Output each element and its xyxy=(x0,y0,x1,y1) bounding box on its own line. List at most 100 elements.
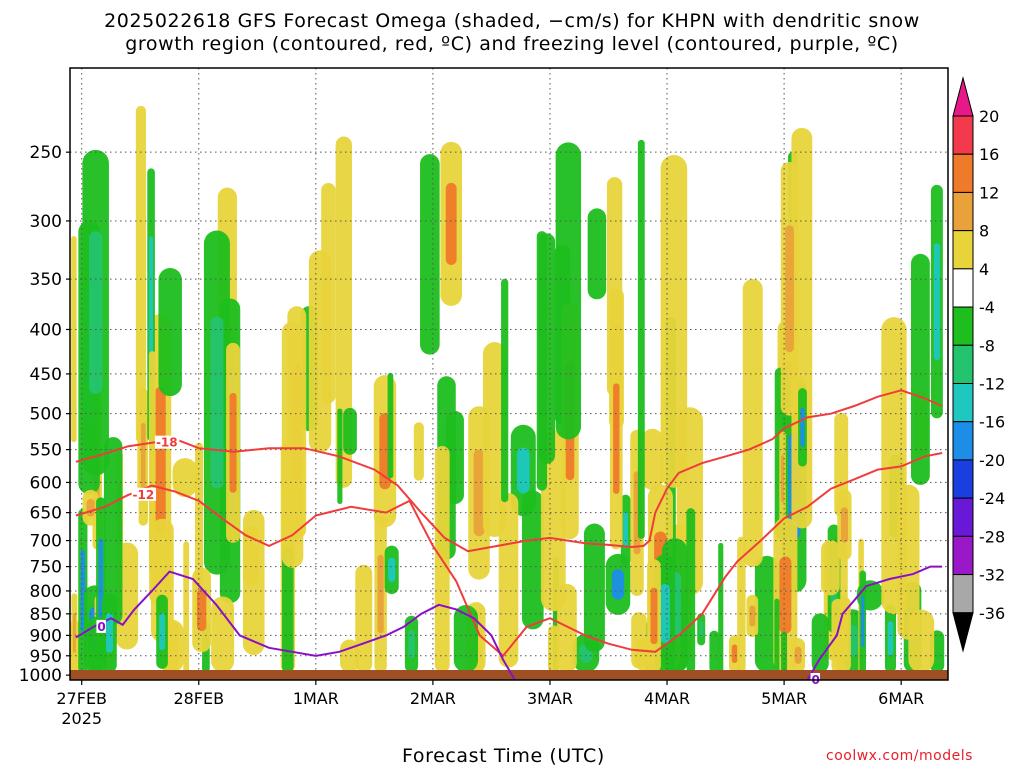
omega-cell-negative xyxy=(709,630,719,673)
colorbar-label: 20 xyxy=(979,107,999,126)
omega-cell-positive xyxy=(498,493,519,668)
contour-line xyxy=(75,452,943,658)
omega-cell-positive xyxy=(540,430,566,612)
omega-core-negative xyxy=(105,613,114,653)
colorbar-label: 4 xyxy=(979,260,989,279)
colorbar-swatch xyxy=(952,574,974,614)
chart-title-line-2: growth region (contoured, red, ºC) and f… xyxy=(125,33,899,55)
omega-cell-negative xyxy=(774,598,780,673)
omega-cell-positive xyxy=(660,154,688,488)
colorbar-label: -4 xyxy=(979,298,995,317)
contour-label: -18 xyxy=(156,436,178,450)
colorbar-swatch xyxy=(952,421,974,461)
omega-cell-positive xyxy=(737,536,746,673)
y-tick-label: 900 xyxy=(30,626,62,646)
omega-core-positive xyxy=(229,392,237,493)
omega-core-negative xyxy=(408,629,415,659)
omega-cell-negative xyxy=(521,490,544,630)
colorbar-label: -12 xyxy=(979,375,1005,394)
omega-cell-positive xyxy=(831,598,845,673)
colorbar-swatch xyxy=(952,344,974,384)
omega-core-positive xyxy=(779,556,792,634)
colorbar-label: -8 xyxy=(979,336,995,355)
omega-core-positive xyxy=(196,588,207,632)
omega-core-negative xyxy=(861,596,865,647)
x-tick-year-label: 2025 xyxy=(61,709,102,728)
omega-cell-positive xyxy=(742,278,763,568)
omega-cell-positive xyxy=(908,609,935,673)
colorbar-swatch xyxy=(952,268,974,308)
omega-core-positive xyxy=(780,455,785,503)
omega-core-positive xyxy=(377,554,384,634)
omega-cell-negative xyxy=(637,139,645,539)
colorbar-label: 8 xyxy=(979,222,989,241)
colorbar-swatch xyxy=(952,459,974,499)
omega-cell-positive xyxy=(172,458,198,498)
omega-core-negative xyxy=(933,243,940,361)
omega-cell-positive xyxy=(335,136,352,488)
omega-core-positive xyxy=(794,646,802,664)
omega-cell-negative xyxy=(536,231,548,491)
contour-label: 0 xyxy=(97,620,105,634)
contour-label-bg xyxy=(131,487,157,501)
x-tick-label: 28FEB xyxy=(173,689,224,708)
omega-cell-positive xyxy=(340,639,359,673)
contour-label: -12 xyxy=(133,488,155,502)
contour-line xyxy=(75,389,943,553)
colorbar-swatch xyxy=(952,230,974,270)
omega-cell-negative xyxy=(282,547,294,673)
contour-line xyxy=(806,565,943,681)
credit-link[interactable]: coolwx.com/models xyxy=(826,748,973,764)
colorbar-label: -16 xyxy=(979,413,1005,432)
omega-core-negative xyxy=(800,407,805,447)
omega-cell-positive xyxy=(308,250,332,453)
omega-core-positive xyxy=(140,422,146,492)
omega-cell-negative xyxy=(587,208,607,300)
omega-core-positive xyxy=(473,449,485,537)
omega-core-negative xyxy=(887,621,894,656)
omega-core-negative xyxy=(98,538,104,622)
colorbar-label: -20 xyxy=(979,451,1005,470)
omega-cell-negative xyxy=(445,411,464,505)
omega-shading-layer xyxy=(70,68,948,680)
omega-cell-positive xyxy=(211,596,235,673)
x-tick-label: 6MAR xyxy=(878,689,924,708)
omega-cell-negative xyxy=(910,253,930,485)
omega-cell-negative xyxy=(343,407,357,455)
omega-core-positive xyxy=(154,386,166,533)
colorbar-label: -28 xyxy=(979,527,1005,546)
y-tick-label: 850 xyxy=(30,605,62,625)
omega-core-positive xyxy=(72,613,76,653)
y-tick-label: 750 xyxy=(30,558,62,578)
omega-cell-positive xyxy=(183,541,190,673)
omega-core-negative xyxy=(623,512,629,548)
omega-cell-negative xyxy=(718,542,724,673)
ground-surface xyxy=(70,670,948,680)
omega-cell-positive xyxy=(135,105,146,443)
y-tick-label: 400 xyxy=(30,320,62,340)
y-tick-label: 800 xyxy=(30,582,62,602)
y-tick-label: 700 xyxy=(30,532,62,552)
colorbar-label: -24 xyxy=(979,489,1005,508)
contour-label-bg xyxy=(154,435,180,449)
colorbar-swatch xyxy=(952,115,974,155)
omega-core-positive xyxy=(86,498,95,517)
y-tick-label: 650 xyxy=(30,504,62,524)
omega-core-negative xyxy=(210,316,224,489)
x-axis-label: Forecast Time (UTC) xyxy=(402,745,605,767)
omega-core-negative xyxy=(149,236,153,373)
colorbar-label: 12 xyxy=(979,183,999,202)
y-axis-ticks: 2503003504004505005506006507007508008509… xyxy=(19,143,70,686)
omega-cell-negative xyxy=(501,278,509,503)
y-tick-label: 600 xyxy=(30,473,62,493)
omega-core-positive xyxy=(840,507,849,543)
chart-title-line-1: 2025022618 GFS Forecast Omega (shaded, −… xyxy=(104,10,920,32)
omega-core-positive xyxy=(749,605,756,627)
colorbar-top-triangle xyxy=(952,76,974,117)
x-axis-ticks: 27FEB 28FEB 1MAR 2MAR 3MAR 4MAR 5MAR 6MAR 2025 xyxy=(56,680,924,728)
omega-cell-negative xyxy=(387,372,394,479)
omega-cell-negative xyxy=(780,631,788,673)
y-tick-label: 1000 xyxy=(19,666,62,686)
x-tick-label: 5MAR xyxy=(761,689,807,708)
omega-core-positive xyxy=(445,182,457,265)
